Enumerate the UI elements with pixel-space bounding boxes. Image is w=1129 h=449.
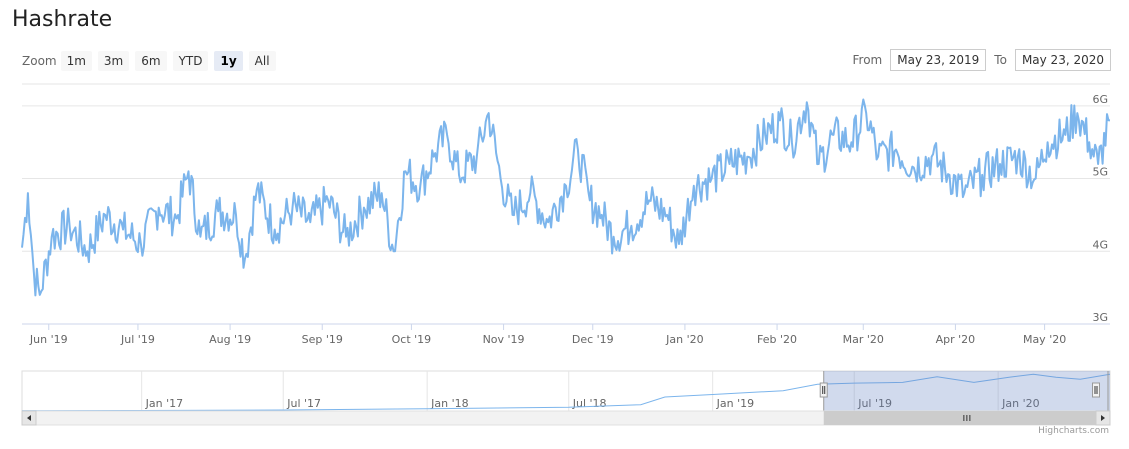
y-tick-label: 3G: [1092, 311, 1108, 324]
navigator-tick-label: Jan '19: [716, 397, 754, 410]
grid-lines: [22, 83, 1110, 325]
arrow-left-icon: [27, 415, 31, 421]
zoom-ytd-button[interactable]: YTD: [172, 51, 209, 71]
from-date-input[interactable]: May 23, 2019: [890, 49, 987, 71]
handle-body: [1092, 382, 1100, 398]
x-tick-label: Dec '19: [572, 333, 614, 346]
zoom-1m-button[interactable]: 1m: [60, 51, 92, 71]
handle-body: [819, 382, 828, 398]
x-axis: Jun '19 Jul '19 Aug '19 Sep '19 Oct '19 Nov '…: [22, 323, 1110, 346]
navigator-frame: [21, 370, 1111, 412]
y-tick-label: 6G: [1092, 93, 1108, 106]
x-tick-label: Apr '20: [936, 333, 976, 346]
x-tick-label: Jul '19: [120, 333, 155, 346]
x-tick-label: May '20: [1023, 333, 1066, 346]
x-tick-label: Jan '20: [665, 333, 703, 346]
x-tick-label: Nov '19: [483, 333, 525, 346]
y-tick-label: 4G: [1092, 238, 1108, 251]
scrollbar-track: [21, 410, 1111, 426]
x-tick-label: Jun '19: [29, 333, 68, 346]
navigator-selection-mask: [823, 371, 1110, 411]
scrollbar-thumb[interactable]: [823, 411, 1110, 425]
navigator-handle-right[interactable]: [1092, 382, 1100, 398]
from-label: From: [852, 53, 883, 67]
x-tick-label: Mar '20: [843, 333, 884, 346]
series-line-hashrate: [21, 98, 1111, 297]
zoom-6m-button[interactable]: 6m: [135, 51, 167, 71]
x-tick-label: Feb '20: [757, 333, 797, 346]
y-tick-label: 5G: [1092, 166, 1108, 179]
x-tick-label: Aug '19: [209, 333, 251, 346]
zoom-label: Zoom: [22, 54, 57, 68]
date-range-selector: From May 23, 2019 To May 23, 2020: [845, 49, 1111, 71]
zoom-1y-button[interactable]: 1y: [214, 51, 243, 71]
navigator-tick-label: Jan '17: [145, 397, 183, 410]
navigator-tick-label: Jul '17: [286, 397, 321, 410]
credits-link[interactable]: Highcharts.com: [1038, 426, 1109, 436]
zoom-selector: Zoom 1m 3m 6m YTD 1y All: [22, 50, 282, 72]
zoom-all-button[interactable]: All: [248, 51, 276, 71]
navigator-tick-label: Jul '19: [857, 397, 892, 410]
navigator-tick-label: Jan '20: [1001, 397, 1039, 410]
scrollbar-right-button[interactable]: [1095, 410, 1111, 426]
x-tick-label: Oct '19: [392, 333, 432, 346]
series-group: [21, 98, 1111, 297]
navigator-tick-label: Jan '18: [430, 397, 468, 410]
navigator: Jan '17 Jul '17 Jan '18 Jul '18 Jan '19 Jul '…: [21, 370, 1111, 426]
to-label: To: [994, 53, 1007, 67]
navigator-handle-left[interactable]: [819, 382, 828, 398]
navigator-series-line: [21, 373, 1111, 412]
arrow-right-icon: [1101, 415, 1105, 421]
to-date-input[interactable]: May 23, 2020: [1014, 49, 1111, 71]
navigator-tick-label: Jul '18: [572, 397, 607, 410]
chart-title: Hashrate: [12, 7, 113, 32]
zoom-3m-button[interactable]: 3m: [97, 51, 130, 71]
scrollbar-left-button[interactable]: [21, 410, 37, 426]
x-tick-label: Sep '19: [302, 333, 343, 346]
y-axis: 3G 4G 5G 6G: [1092, 93, 1108, 324]
